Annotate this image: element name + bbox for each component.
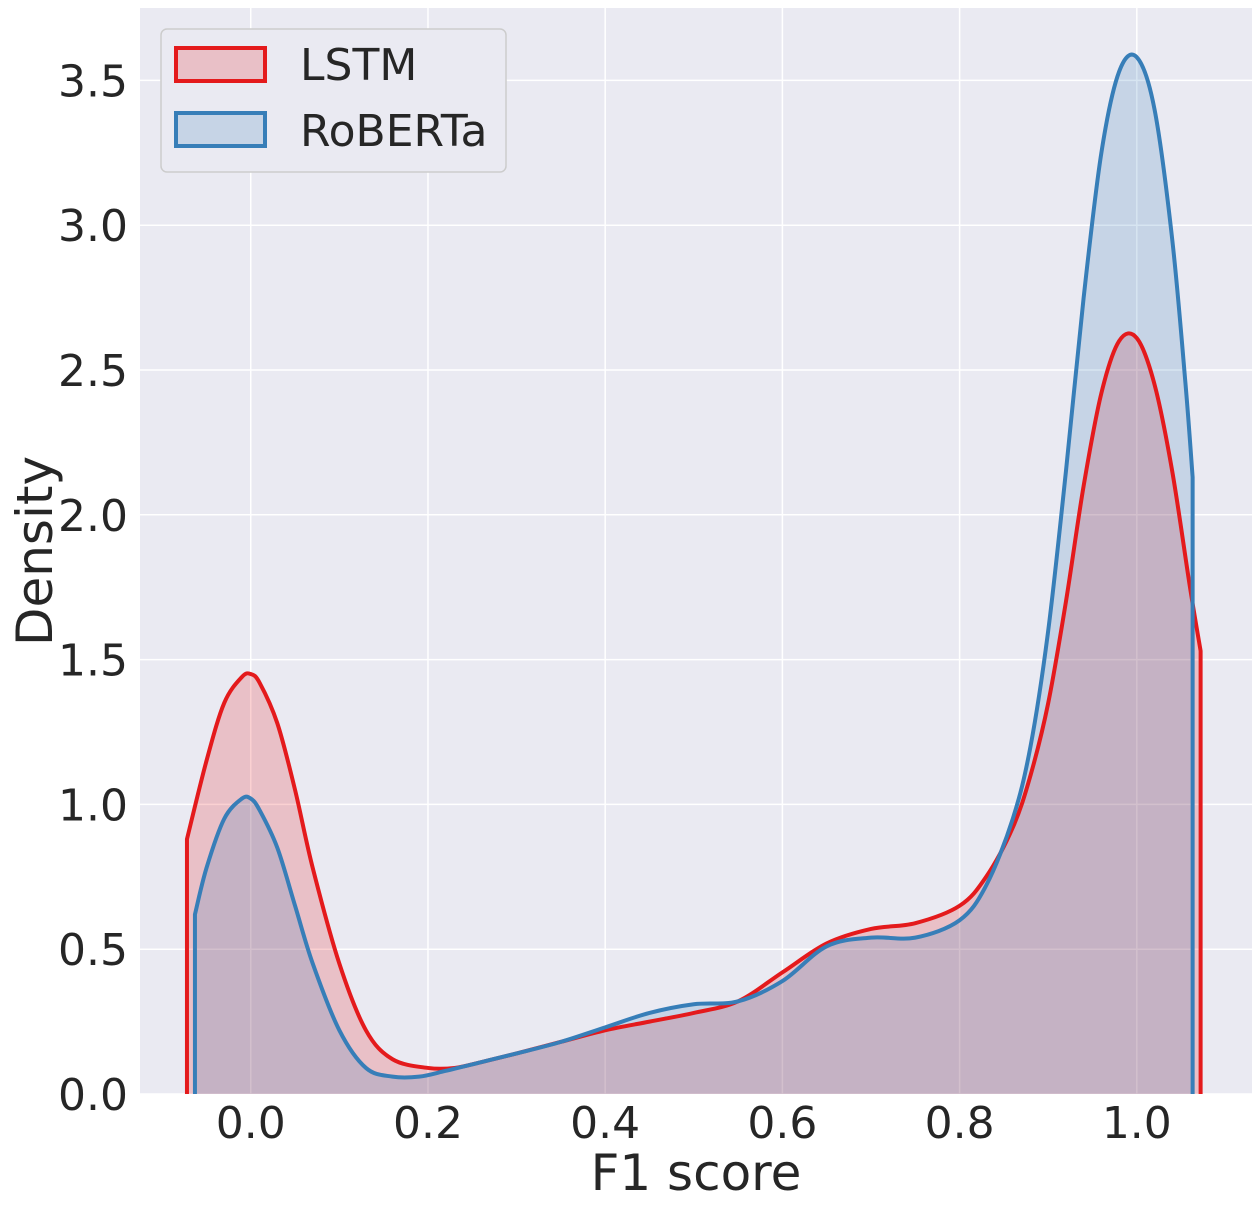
- density-line-roberta: [192, 52, 1195, 1094]
- y-tick-label: 0.5: [58, 925, 128, 976]
- y-tick-label: 1.0: [58, 780, 128, 831]
- legend-frame: [160, 28, 507, 173]
- series-layer: [184, 52, 1203, 1094]
- x-axis-label: F1 score: [591, 1144, 802, 1202]
- legend-label-roberta: RoBERTa: [300, 106, 487, 157]
- grid: [140, 8, 1252, 1095]
- legend-swatch-roberta: [174, 111, 267, 148]
- legend: LSTM RoBERTa: [160, 28, 507, 173]
- y-axis-label: Density: [6, 456, 64, 646]
- legend-swatch-lstm: [174, 46, 267, 83]
- y-tick-label: 0.0: [58, 1070, 128, 1121]
- x-tick-label: 0.8: [925, 1098, 995, 1149]
- x-tick-label: 0.4: [570, 1098, 640, 1149]
- density-fill-roberta: [194, 54, 1193, 1094]
- x-tick-label: 1.0: [1102, 1098, 1172, 1149]
- legend-label-lstm: LSTM: [300, 40, 417, 91]
- x-tick-label: 0.0: [216, 1098, 286, 1149]
- y-tick-label: 3.5: [58, 56, 128, 107]
- density-line-lstm: [184, 331, 1203, 1094]
- x-tick-labels: 0.0 0.2 0.4 0.6 0.8 1.0: [216, 1098, 1172, 1149]
- x-tick-label: 0.6: [747, 1098, 817, 1149]
- y-tick-labels: 0.0 0.5 1.0 1.5 2.0 2.5 3.0 3.5: [58, 56, 128, 1121]
- y-tick-label: 1.5: [58, 636, 128, 687]
- x-tick-label: 0.2: [393, 1098, 463, 1149]
- y-tick-label: 2.5: [58, 346, 128, 397]
- y-tick-label: 3.0: [58, 201, 128, 252]
- y-tick-label: 2.0: [58, 491, 128, 542]
